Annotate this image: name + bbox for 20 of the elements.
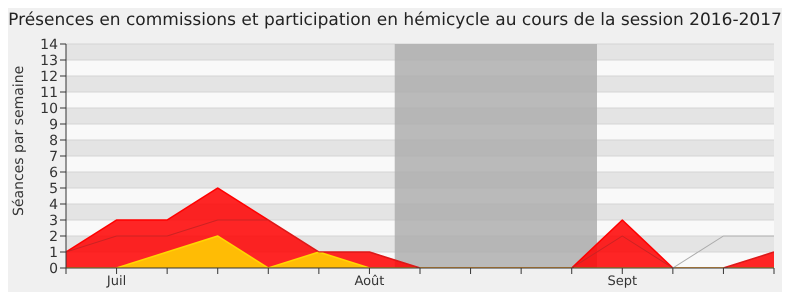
y-tick-label: 0 xyxy=(49,260,58,277)
y-tick-label: 2 xyxy=(49,228,58,245)
y-tick-label: 10 xyxy=(40,100,58,117)
y-tick-label: 14 xyxy=(40,36,58,53)
y-tick-label: 4 xyxy=(49,196,58,213)
y-tick-label: 9 xyxy=(49,116,58,133)
y-tick-label: 1 xyxy=(49,244,58,261)
y-axis-title: Séances par semaine xyxy=(10,66,27,216)
x-tick-label: Août xyxy=(354,274,384,290)
y-tick-label: 11 xyxy=(40,84,58,101)
y-tick-label: 5 xyxy=(49,180,58,197)
y-tick-label: 13 xyxy=(40,52,58,69)
y-tick-label: 7 xyxy=(49,148,58,165)
x-tick-label: Juil xyxy=(106,274,126,290)
y-tick-label: 8 xyxy=(49,132,58,149)
y-tick-label: 12 xyxy=(40,68,58,85)
y-tick-label: 3 xyxy=(49,212,58,229)
y-tick-label: 6 xyxy=(49,164,58,181)
chart-title: Présences en commissions et participation en hémicycle au cours de la session 2016-2017 xyxy=(8,9,782,32)
x-tick-label: Sept xyxy=(607,274,638,290)
